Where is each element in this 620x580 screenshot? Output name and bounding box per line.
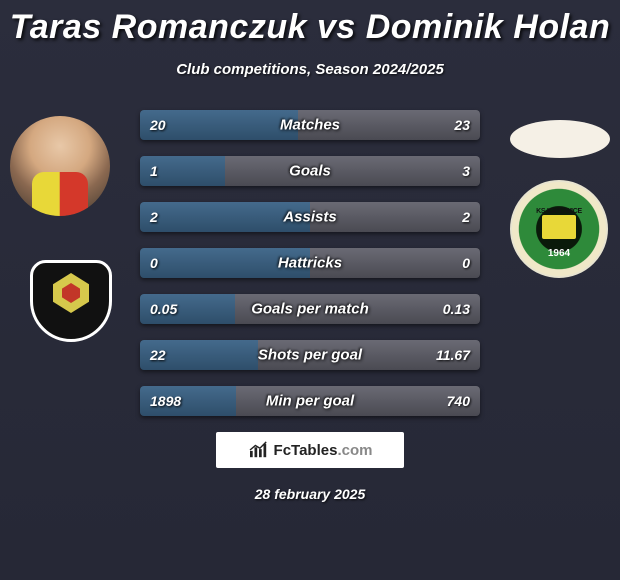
bar-right (225, 156, 480, 186)
value-left: 0 (150, 255, 158, 271)
value-right: 3 (462, 163, 470, 179)
brand: FcTables (274, 442, 338, 459)
value-left: 20 (150, 117, 166, 133)
stat-row: 2023Matches (140, 110, 480, 140)
bar-right (236, 386, 480, 416)
player2-avatar (510, 120, 610, 158)
value-left: 22 (150, 347, 166, 363)
comparison-title: Taras Romanczuk vs Dominik Holan (0, 0, 620, 47)
stat-row: 2211.67Shots per goal (140, 340, 480, 370)
stat-row: 0.050.13Goals per match (140, 294, 480, 324)
value-left: 2 (150, 209, 158, 225)
value-right: 23 (454, 117, 470, 133)
value-left: 1898 (150, 393, 181, 409)
player1-club-badge (30, 260, 112, 342)
value-right: 2 (462, 209, 470, 225)
chart-icon (248, 441, 270, 459)
bar-right (310, 202, 480, 232)
bar-left (140, 202, 310, 232)
source-badge: FcTables.com (216, 432, 404, 468)
source-text: FcTables.com (274, 442, 373, 459)
stat-bars: 2023Matches13Goals22Assists00Hattricks0.… (140, 110, 480, 432)
value-right: 0 (462, 255, 470, 271)
player2-club-badge: KS KATOWICE 1964 (510, 180, 608, 278)
stat-row: 1898740Min per goal (140, 386, 480, 416)
stat-row: 22Assists (140, 202, 480, 232)
comparison-date: 28 february 2025 (0, 486, 620, 502)
stat-row: 13Goals (140, 156, 480, 186)
value-right: 11.67 (436, 347, 470, 363)
stat-row: 00Hattricks (140, 248, 480, 278)
value-left: 1 (150, 163, 158, 179)
bar-left (140, 248, 310, 278)
comparison-subtitle: Club competitions, Season 2024/2025 (0, 61, 620, 78)
club2-year: 1964 (548, 248, 570, 259)
club2-emblem (542, 215, 576, 239)
bar-right (298, 110, 480, 140)
bar-right (310, 248, 480, 278)
value-left: 0.05 (150, 301, 177, 317)
brand-suffix: .com (337, 442, 372, 459)
value-right: 0.13 (443, 301, 470, 317)
value-right: 740 (447, 393, 470, 409)
player1-avatar (10, 116, 110, 216)
